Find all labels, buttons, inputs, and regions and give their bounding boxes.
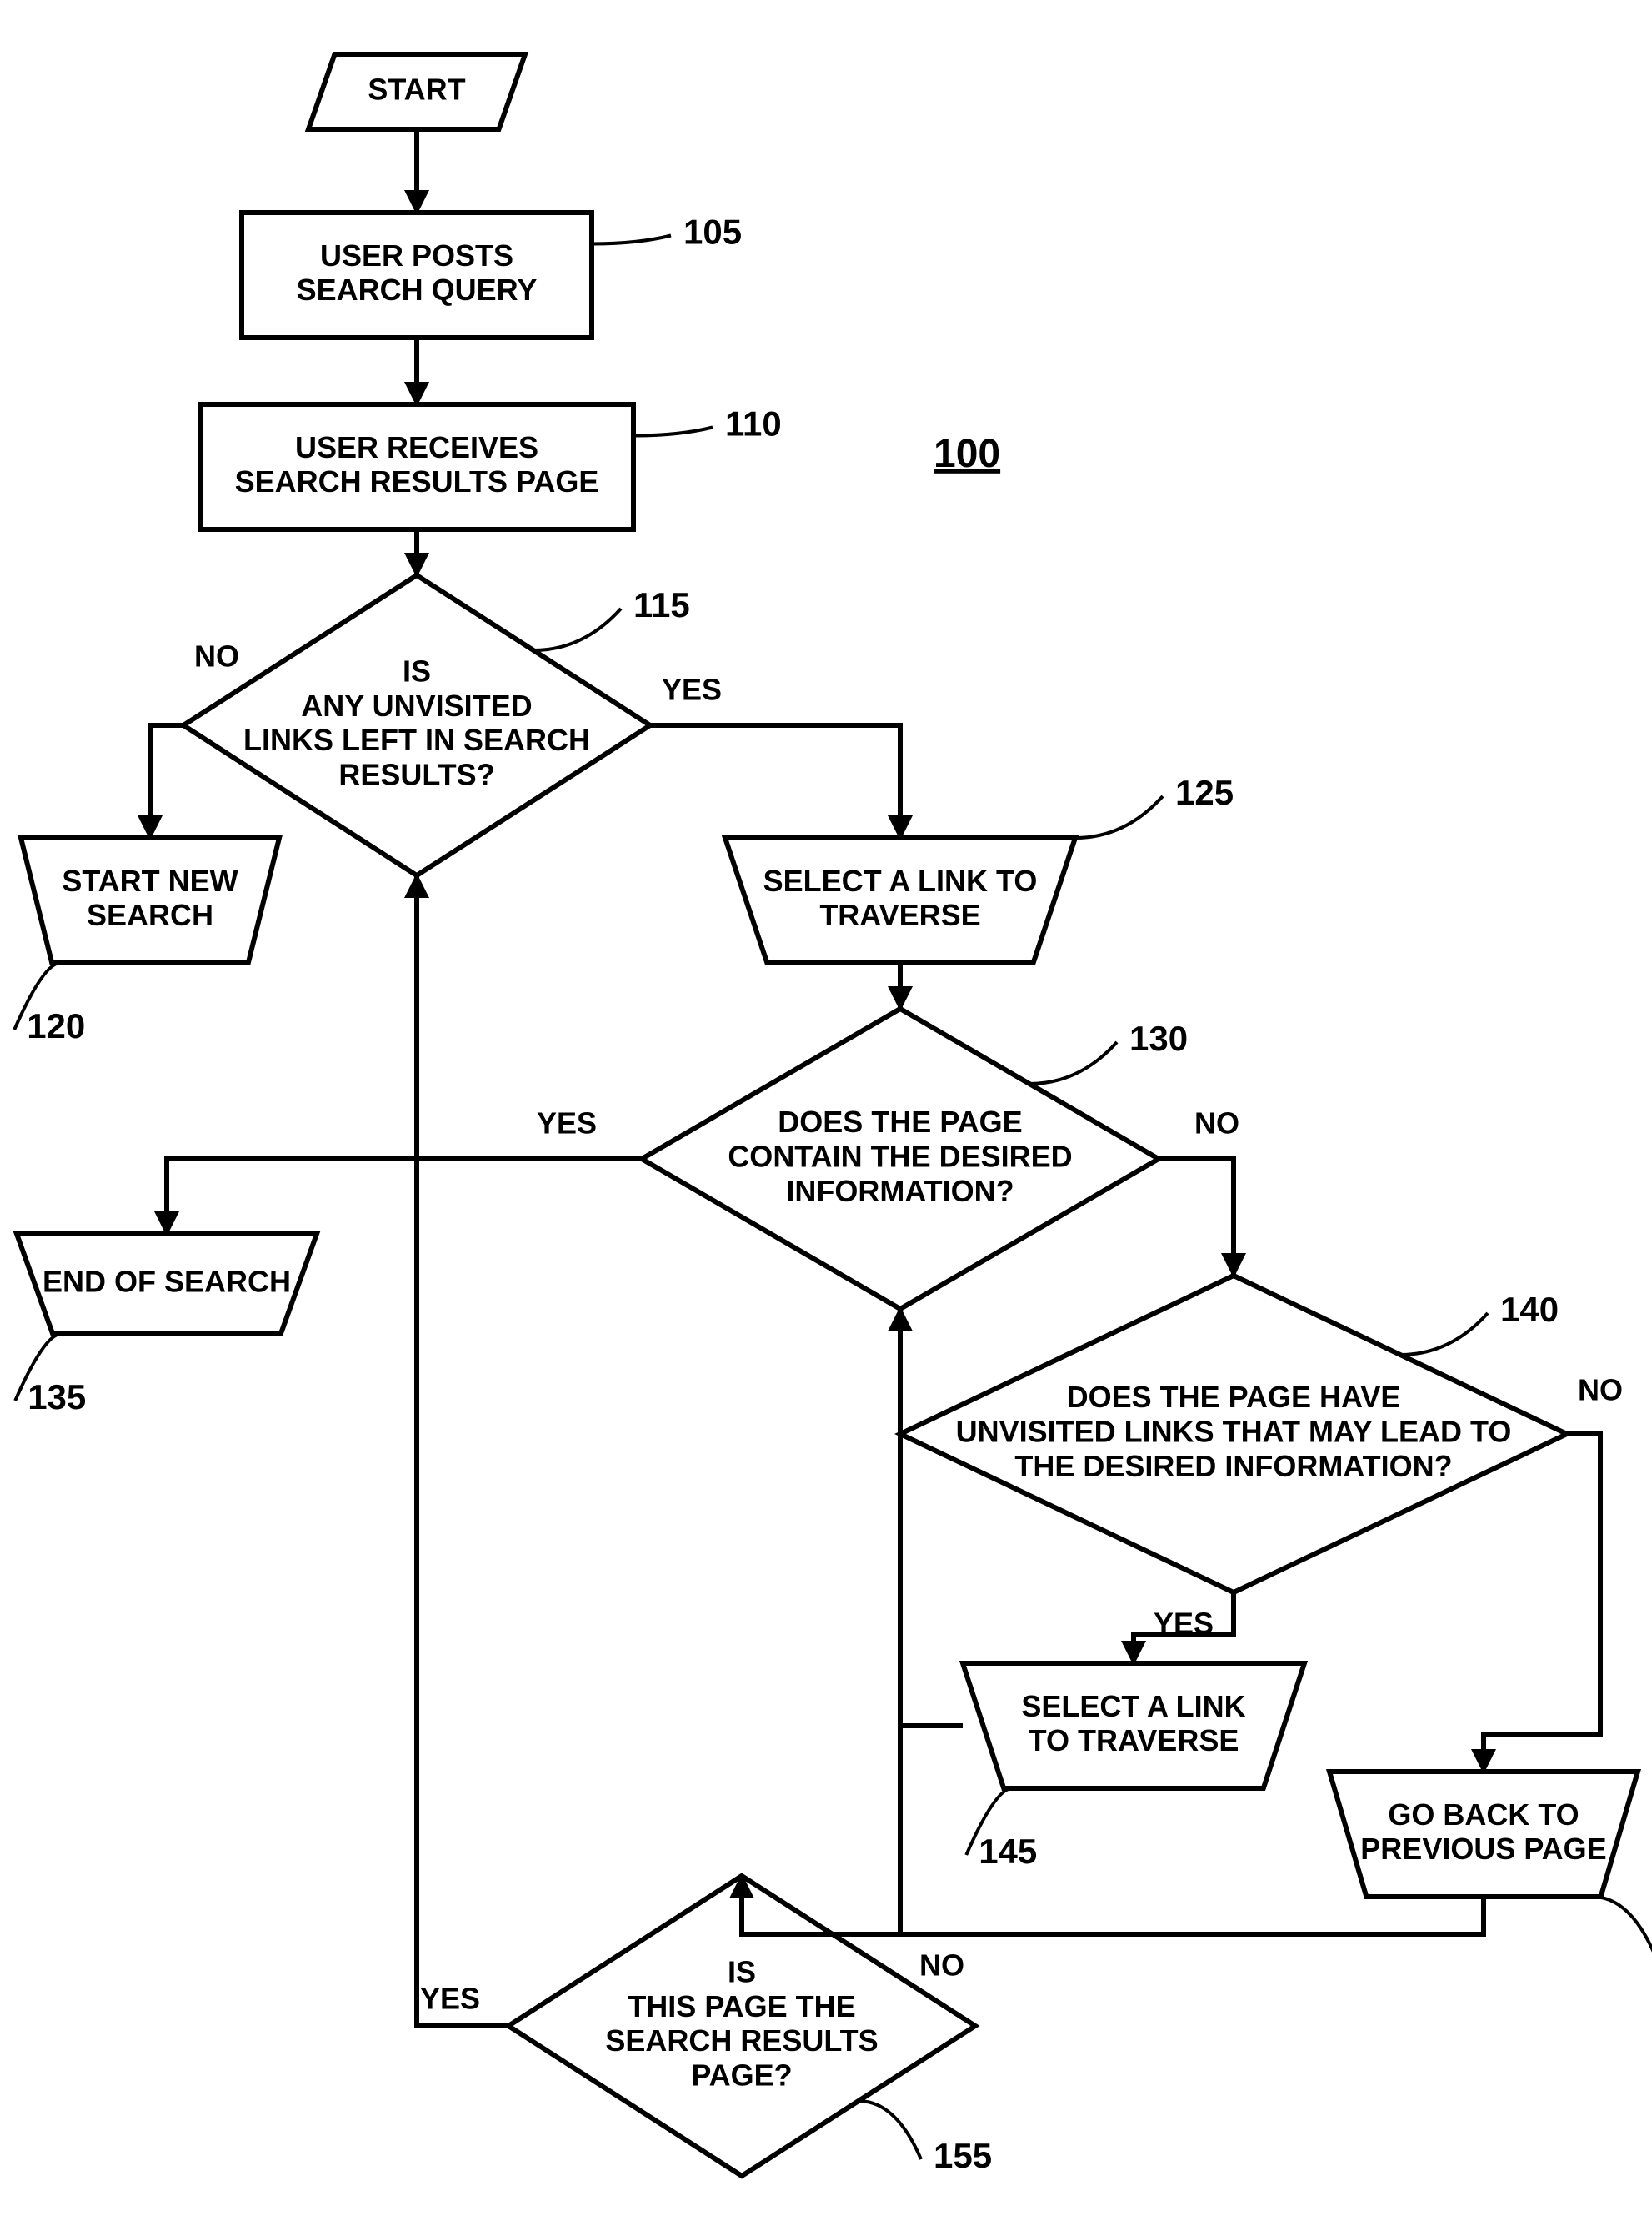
node-n105: USER POSTSSEARCH QUERY 105 (242, 213, 742, 338)
svg-text:NO: NO (194, 639, 239, 674)
svg-text:NO: NO (1194, 1106, 1239, 1141)
edges-layer: NO YES YES NO YES NO YES NO (150, 129, 1623, 2026)
edge-14 (884, 1309, 900, 1934)
node-n150: GO BACK TOPREVIOUS PAGE150 (1329, 1772, 1652, 1971)
svg-text:NO: NO (919, 1948, 964, 1983)
node-n125: SELECT A LINK TOTRAVERSE 125 (725, 773, 1234, 963)
svg-text:155: 155 (934, 2136, 992, 2175)
svg-text:YES: YES (1154, 1607, 1214, 1641)
svg-text:145: 145 (979, 1832, 1037, 1871)
svg-text:START: START (368, 73, 465, 107)
node-n145: SELECT A LINKTO TRAVERSE 145 (963, 1663, 1304, 1871)
svg-text:100: 100 (934, 432, 1000, 476)
svg-text:SEARCH RESULTS: SEARCH RESULTS (605, 2023, 878, 2058)
node-n140: DOES THE PAGE HAVEUNVISITED LINKS THAT M… (900, 1276, 1567, 1592)
svg-text:115: 115 (633, 585, 690, 624)
svg-text:USER POSTS: USER POSTS (320, 238, 513, 273)
svg-text:140: 140 (1500, 1290, 1559, 1329)
node-n155: ISTHIS PAGE THESEARCH RESULTSPAGE? 155 (508, 1876, 992, 2176)
svg-text:START NEW: START NEW (62, 864, 238, 898)
svg-text:105: 105 (683, 213, 742, 252)
figure-ref: 100 (934, 432, 1000, 476)
svg-text:END OF SEARCH: END OF SEARCH (43, 1265, 291, 1299)
svg-text:SEARCH QUERY: SEARCH QUERY (297, 273, 538, 307)
svg-text:YES: YES (420, 1982, 480, 2016)
edge-9 (1484, 1434, 1600, 1772)
svg-text:TO TRAVERSE: TO TRAVERSE (1029, 1723, 1239, 1757)
svg-text:USER RECEIVES: USER RECEIVES (295, 430, 538, 464)
svg-text:TRAVERSE: TRAVERSE (819, 898, 980, 932)
svg-text:YES: YES (537, 1106, 597, 1141)
svg-text:GO BACK TO: GO BACK TO (1388, 1797, 1579, 1832)
edge-11 (742, 1876, 1484, 1934)
svg-text:PREVIOUS PAGE: PREVIOUS PAGE (1360, 1832, 1606, 1866)
svg-text:RESULTS?: RESULTS? (338, 758, 494, 792)
edge-4 (650, 725, 900, 838)
edge-3 (150, 725, 183, 838)
edge-7 (1159, 1159, 1234, 1276)
node-n110: USER RECEIVESSEARCH RESULTS PAGE 110 (200, 404, 782, 530)
svg-text:SEARCH RESULTS PAGE: SEARCH RESULTS PAGE (235, 464, 599, 499)
svg-text:DOES THE PAGE HAVE: DOES THE PAGE HAVE (1067, 1380, 1401, 1414)
svg-text:ANY UNVISITED: ANY UNVISITED (301, 689, 532, 723)
svg-text:YES: YES (662, 673, 722, 707)
svg-text:135: 135 (28, 1377, 86, 1416)
svg-text:120: 120 (27, 1006, 85, 1045)
svg-text:SEARCH: SEARCH (87, 898, 213, 932)
svg-text:110: 110 (725, 404, 782, 444)
edge-13 (417, 875, 508, 2026)
edge-6 (167, 1159, 642, 1234)
svg-text:PAGE?: PAGE? (691, 2058, 792, 2093)
node-start: START (308, 54, 525, 129)
svg-text:SELECT A LINK TO: SELECT A LINK TO (763, 864, 1038, 898)
edge-10 (900, 1309, 963, 1726)
svg-text:LINKS LEFT IN SEARCH: LINKS LEFT IN SEARCH (243, 723, 590, 757)
svg-text:125: 125 (1175, 773, 1234, 812)
svg-text:130: 130 (1129, 1019, 1188, 1058)
svg-text:THIS PAGE THE: THIS PAGE THE (628, 1989, 855, 2023)
svg-text:IS: IS (728, 1954, 756, 1988)
flowchart-container: NOYESYESNOYESNOYESNOSTARTUSER POSTSSEARC… (0, 0, 1652, 2236)
svg-text:CONTAIN THE DESIRED: CONTAIN THE DESIRED (728, 1140, 1072, 1174)
node-n135: END OF SEARCH 135 (15, 1234, 317, 1416)
node-n130: DOES THE PAGECONTAIN THE DESIREDINFORMAT… (642, 1009, 1188, 1309)
node-n120: START NEWSEARCH 120 (14, 838, 279, 1045)
svg-text:SELECT A LINK: SELECT A LINK (1021, 1689, 1245, 1723)
svg-text:INFORMATION?: INFORMATION? (786, 1174, 1014, 1208)
svg-text:IS: IS (403, 654, 431, 688)
svg-text:UNVISITED LINKS THAT MAY LEAD: UNVISITED LINKS THAT MAY LEAD TO (956, 1415, 1512, 1449)
svg-text:DOES THE PAGE: DOES THE PAGE (778, 1105, 1022, 1139)
node-n115: ISANY UNVISITEDLINKS LEFT IN SEARCHRESUL… (183, 575, 690, 875)
svg-text:THE DESIRED INFORMATION?: THE DESIRED INFORMATION? (1014, 1449, 1452, 1483)
svg-text:NO: NO (1578, 1373, 1623, 1407)
